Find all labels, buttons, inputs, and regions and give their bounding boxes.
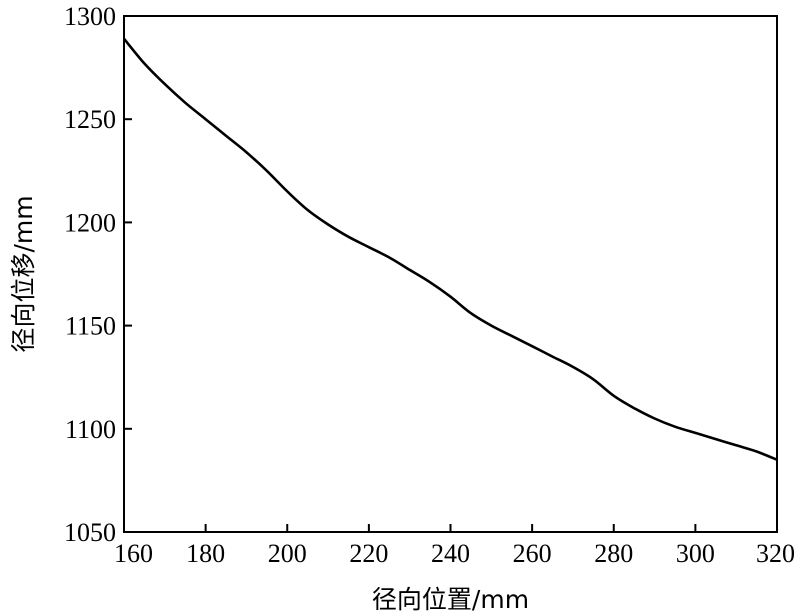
x-tick-label: 320 xyxy=(756,539,795,568)
y-axis-title: 径向位移/mm xyxy=(9,195,38,352)
x-tick-label: 180 xyxy=(186,539,225,568)
x-tick-label: 160 xyxy=(114,539,153,568)
axes: 160 180 200 220 240 260 280 300 320 1050 1100 1150 1… xyxy=(64,2,795,568)
y-tick-label: 1100 xyxy=(65,415,116,444)
y-tick-label: 1300 xyxy=(64,2,116,31)
plot-frame xyxy=(123,15,778,533)
y-tick-label: 1150 xyxy=(65,312,116,341)
y-tick-label: 1050 xyxy=(64,518,116,547)
x-tick-label: 240 xyxy=(431,539,470,568)
x-tick-label: 280 xyxy=(594,539,633,568)
y-tick-label: 1200 xyxy=(64,208,116,237)
x-tick-label: 200 xyxy=(268,539,307,568)
x-axis-title: 径向位置/mm xyxy=(372,585,529,614)
series-line xyxy=(122,37,778,462)
x-tick-label: 260 xyxy=(513,539,552,568)
y-tick-label: 1250 xyxy=(64,105,116,134)
x-tick-label: 220 xyxy=(349,539,388,568)
plot-area xyxy=(122,37,778,462)
x-tick-label: 300 xyxy=(676,539,715,568)
